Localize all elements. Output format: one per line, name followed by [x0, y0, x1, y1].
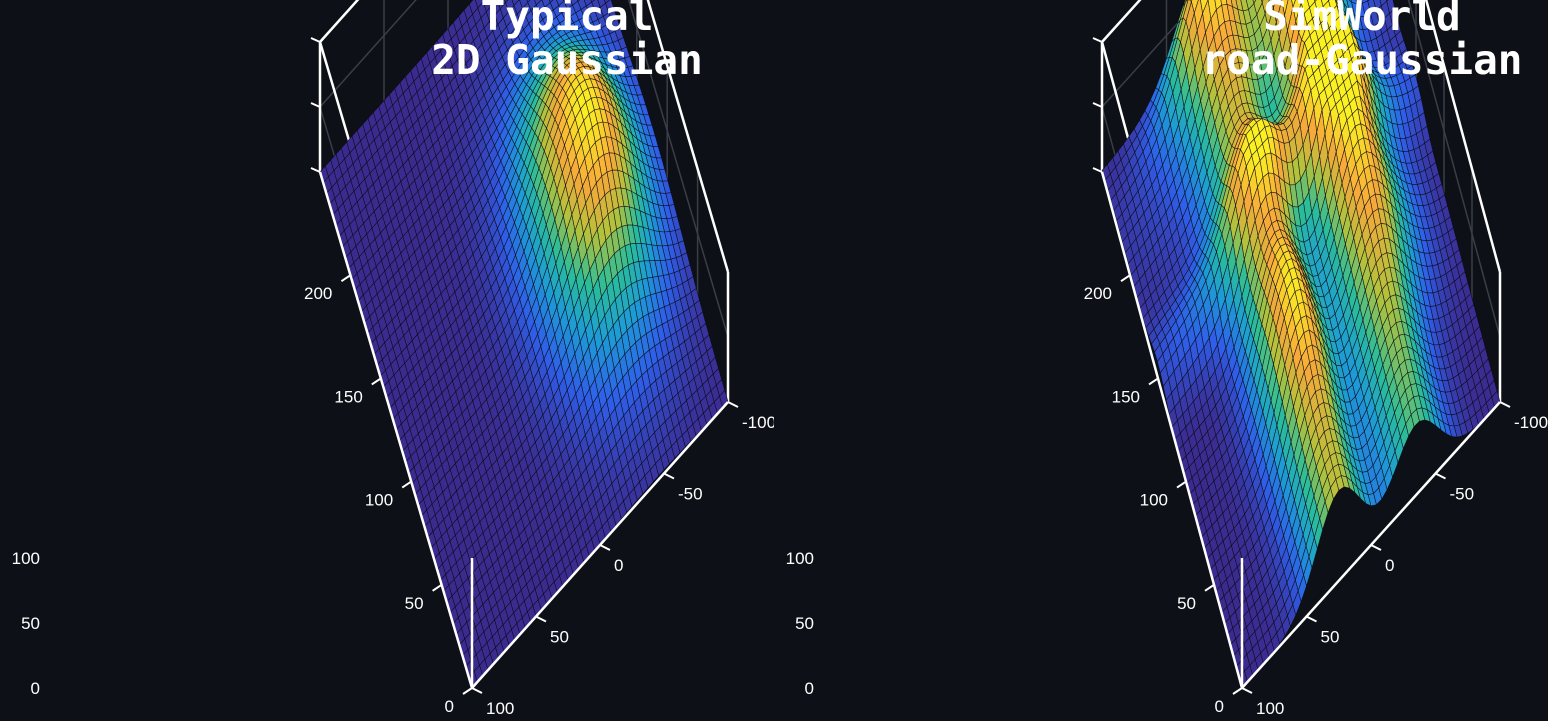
x-axis-line	[1100, 171, 1244, 689]
x-tick-mark	[1232, 687, 1243, 695]
x-tick-mark	[432, 583, 443, 592]
chart-title-line-1: SimWorld	[1263, 0, 1461, 40]
y-tick-label: 0	[1385, 556, 1394, 575]
z-tick-mark	[310, 167, 321, 173]
x-tick-mark	[1176, 480, 1187, 489]
surface	[1101, 0, 1501, 689]
z-tick-mark	[1092, 167, 1103, 173]
x-tick-mark	[1120, 274, 1131, 283]
z-tick-label: 50	[21, 614, 40, 633]
x-tick-mark	[1204, 583, 1215, 592]
y-tick-label: 50	[1321, 628, 1340, 647]
z-tick-mark	[310, 102, 321, 108]
surface	[319, 0, 729, 689]
x-tick-label: 150	[1112, 387, 1140, 406]
chart-title-line-1: Typical	[480, 0, 654, 40]
y-tick-label: 100	[486, 699, 514, 718]
axes-front: 0 50 100 150 200 -100 -50 0 50 100 0 50 100	[786, 37, 1548, 718]
z-tick-label: 50	[795, 614, 814, 633]
y-tick-label: -100	[1514, 413, 1548, 432]
x-tick-mark	[371, 377, 382, 386]
y-tick-mark	[1306, 615, 1317, 623]
y-tick-label: 50	[550, 628, 569, 647]
z-tick-label: 100	[786, 549, 814, 568]
x-tick-label: 0	[1215, 697, 1224, 716]
chart-title: Typical 2D Gaussian	[412, 0, 722, 82]
y-tick-mark	[471, 687, 483, 694]
x-tick-mark	[462, 687, 473, 695]
z-tick-mark	[310, 37, 321, 43]
y-tick-label: 100	[1256, 699, 1284, 718]
x-tick-label: 100	[365, 491, 393, 510]
x-tick-label: 200	[1084, 284, 1112, 303]
y-tick-label: 0	[614, 556, 623, 575]
chart-simworld-road-gaussian: 0 50 100 150 200 -100 -50 0 50 100 0 50 100 SimWorld…	[774, 0, 1548, 721]
x-tick-label: 0	[445, 697, 454, 716]
x-tick-label: 100	[1140, 491, 1168, 510]
surface-plot-svg: 0 50 100 150 200 -100 -50 0 50 100 0 50 100	[12, 0, 774, 718]
x-tick-label: 50	[1177, 594, 1196, 613]
y-tick-label: -100	[742, 413, 774, 432]
z-tick-label: 100	[12, 549, 40, 568]
y-tick-mark	[599, 544, 611, 551]
y-tick-mark	[1241, 687, 1253, 694]
chart-title-line-2: road-Gaussian	[1201, 36, 1523, 84]
x-tick-mark	[340, 274, 351, 283]
z-tick-mark	[1092, 102, 1103, 108]
y-tick-label: -50	[1450, 485, 1475, 504]
x-tick-label: 200	[304, 284, 332, 303]
y-tick-mark	[535, 615, 547, 623]
x-axis-line	[318, 171, 474, 689]
axes-front: 0 50 100 150 200 -100 -50 0 50 100 0 50 100	[12, 37, 774, 718]
y-tick-mark	[727, 401, 739, 408]
y-tick-mark	[1435, 472, 1446, 480]
y-tick-label: -50	[678, 485, 703, 504]
z-tick-label: 0	[805, 679, 814, 698]
chart-typical-2d-gaussian: 0 50 100 150 200 -100 -50 0 50 100 0 50 100 Typical …	[12, 0, 774, 718]
y-tick-mark	[663, 472, 675, 480]
y-tick-mark	[1370, 544, 1382, 551]
z-tick-mark	[1092, 37, 1103, 43]
x-tick-label: 150	[334, 387, 362, 406]
x-tick-mark	[1148, 377, 1159, 386]
surface-patch	[1291, 0, 1296, 9]
chart-title: SimWorld road-Gaussian	[1182, 0, 1542, 82]
chart-title-line-2: 2D Gaussian	[431, 36, 703, 84]
x-tick-mark	[401, 480, 412, 489]
x-tick-label: 50	[405, 594, 424, 613]
y-tick-mark	[1499, 401, 1511, 408]
surface-plot-svg: 0 50 100 150 200 -100 -50 0 50 100 0 50 100	[786, 0, 1548, 718]
z-tick-label: 0	[31, 679, 40, 698]
